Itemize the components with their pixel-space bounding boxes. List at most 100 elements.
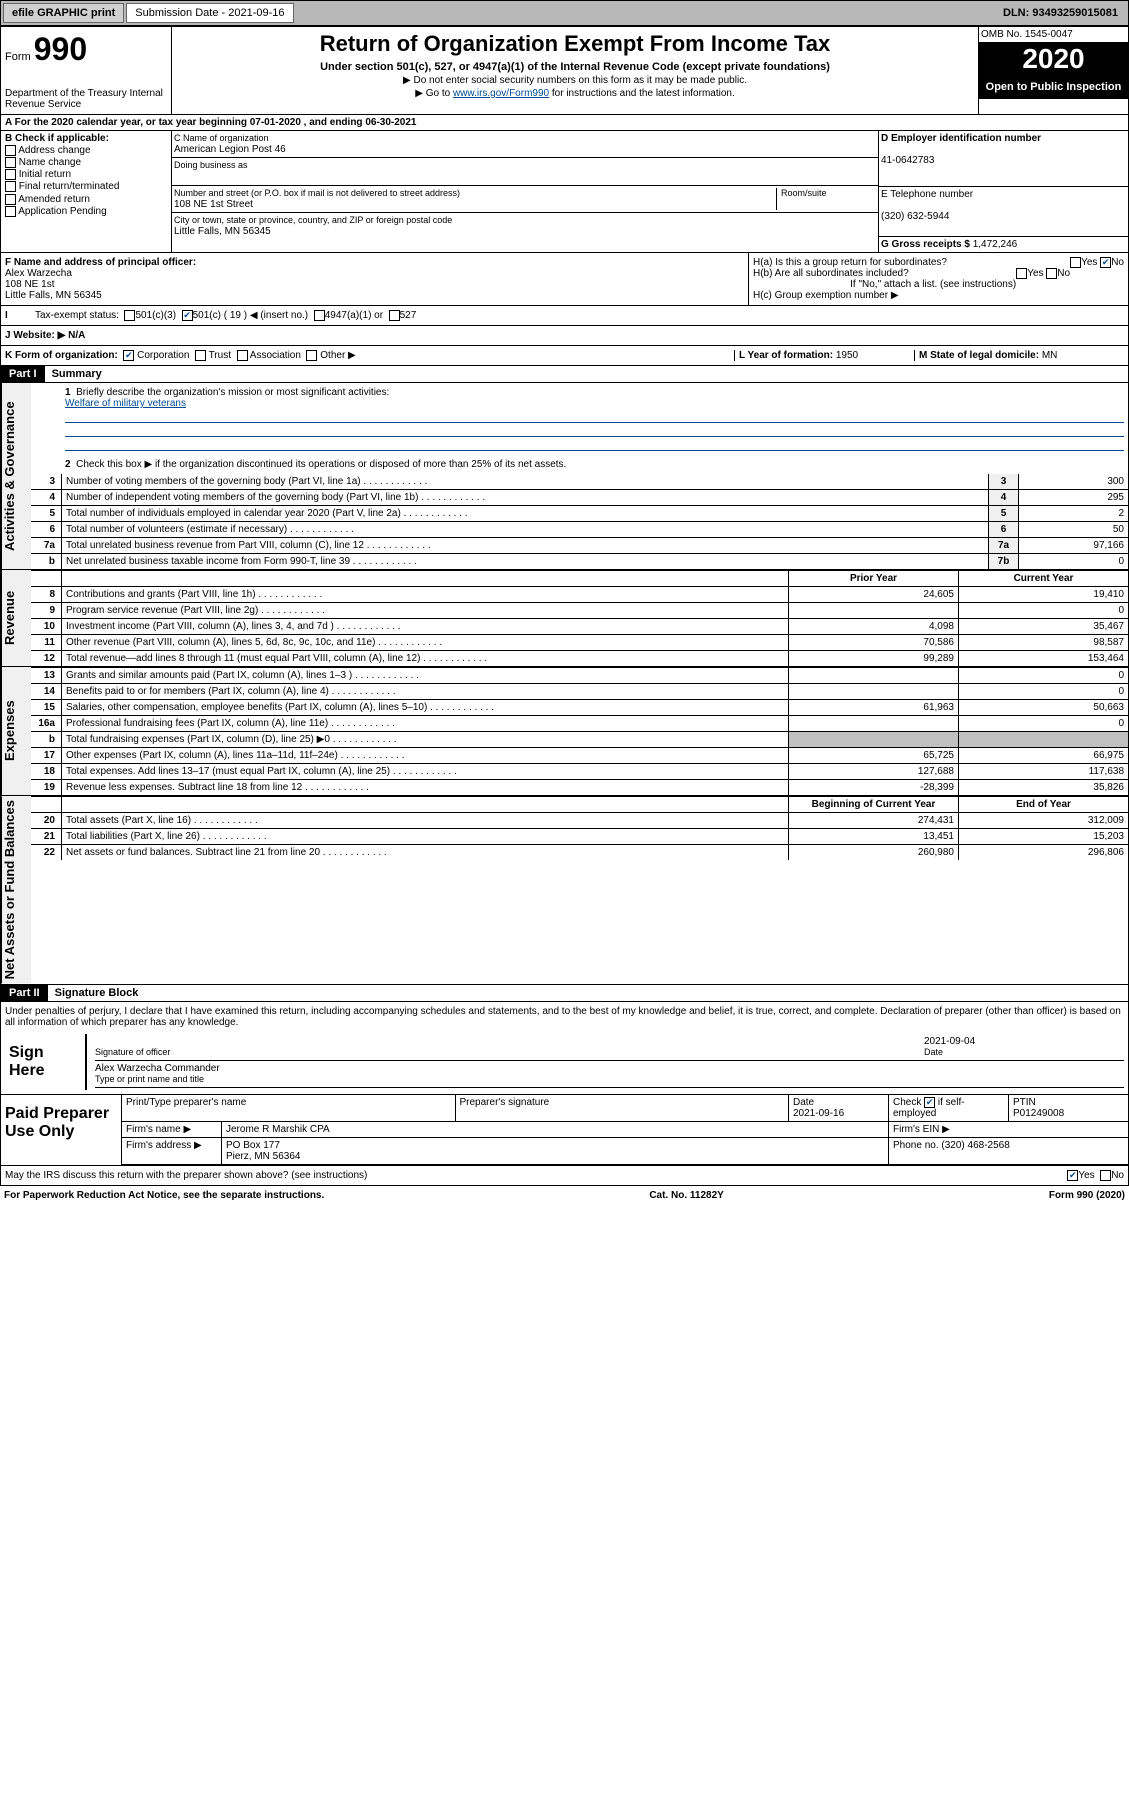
cb-501c3[interactable] [124, 310, 135, 321]
activities-governance: Activities & Governance 1 Briefly descri… [0, 383, 1129, 570]
ein-label: D Employer identification number [881, 133, 1041, 144]
ha-no[interactable] [1100, 257, 1111, 268]
footer-left: For Paperwork Reduction Act Notice, see … [4, 1190, 324, 1201]
sig-name: Alex Warzecha Commander [95, 1063, 220, 1074]
form-header: Form 990 Department of the Treasury Inte… [0, 26, 1129, 115]
opt-corp: Corporation [137, 350, 189, 361]
section-bcde: B Check if applicable: Address change Na… [0, 131, 1129, 253]
phone: (320) 632-5944 [881, 211, 949, 222]
checkbox-address-change[interactable] [5, 145, 16, 156]
opt-501c3: 501(c)(3) [135, 310, 176, 321]
city: Little Falls, MN 56345 [174, 226, 271, 237]
prep-sig-label: Preparer's signature [455, 1095, 789, 1121]
cb-501c[interactable] [182, 310, 193, 321]
row-i: I Tax-exempt status: 501(c)(3) 501(c) ( … [0, 306, 1129, 326]
line-6: 6Total number of volunteers (estimate if… [31, 521, 1128, 537]
ssn-warning: ▶ Do not enter social security numbers o… [176, 75, 974, 86]
hb-note: If "No," attach a list. (see instruction… [753, 279, 1124, 290]
line-9: 9Program service revenue (Part VIII, lin… [31, 602, 1128, 618]
cb-corp[interactable] [123, 350, 134, 361]
sig-name-label: Type or print name and title [95, 1074, 204, 1084]
box-c: C Name of organizationAmerican Legion Po… [171, 131, 878, 252]
line-4: 4Number of independent voting members of… [31, 489, 1128, 505]
part-ii-header: Part II Signature Block [0, 985, 1129, 1002]
revenue-section: Revenue Prior YearCurrent Year 8Contribu… [0, 570, 1129, 667]
line-14: 14Benefits paid to or for members (Part … [31, 683, 1128, 699]
ha-label: H(a) Is this a group return for subordin… [753, 257, 947, 268]
expenses-section: Expenses 13Grants and similar amounts pa… [0, 667, 1129, 796]
discuss-no[interactable] [1100, 1170, 1111, 1181]
line-11: 11Other revenue (Part VIII, column (A), … [31, 634, 1128, 650]
instructions-link-line: ▶ Go to www.irs.gov/Form990 for instruct… [176, 88, 974, 99]
cb-4947[interactable] [314, 310, 325, 321]
cb-other[interactable] [306, 350, 317, 361]
line-b: bNet unrelated business taxable income f… [31, 553, 1128, 569]
line-20: 20Total assets (Part X, line 16)274,4313… [31, 812, 1128, 828]
perjury-statement: Under penalties of perjury, I declare th… [5, 1006, 1121, 1028]
checkbox-app-pending[interactable] [5, 206, 16, 217]
tax-status-label: Tax-exempt status: [35, 310, 119, 321]
ha-yes[interactable] [1070, 257, 1081, 268]
line-b: bTotal fundraising expenses (Part IX, co… [31, 731, 1128, 747]
sign-here-label: Sign Here [5, 1034, 85, 1090]
sidelabel-activities: Activities & Governance [1, 383, 31, 569]
state-domicile: MN [1042, 350, 1058, 361]
footer: For Paperwork Reduction Act Notice, see … [0, 1186, 1129, 1205]
firm-city: Pierz, MN 56364 [226, 1151, 300, 1162]
topbar: efile GRAPHIC print Submission Date - 20… [0, 0, 1129, 26]
q1-label: Briefly describe the organization's miss… [76, 387, 389, 398]
hb-no[interactable] [1046, 268, 1057, 279]
street-label: Number and street (or P.O. box if mail i… [174, 188, 460, 198]
row-a-tax-year: A For the 2020 calendar year, or tax yea… [0, 115, 1129, 131]
firm-ein-label: Firm's EIN ▶ [888, 1122, 1128, 1137]
line-15: 15Salaries, other compensation, employee… [31, 699, 1128, 715]
room-label: Room/suite [781, 188, 827, 198]
officer-name: Alex Warzecha [5, 268, 72, 279]
hb-yes[interactable] [1016, 268, 1027, 279]
sig-date-label: Date [924, 1047, 943, 1057]
submission-date: Submission Date - 2021-09-16 [126, 3, 293, 23]
prep-date: 2021-09-16 [793, 1108, 844, 1119]
note-pre: ▶ Go to [415, 88, 453, 99]
box-h: H(a) Is this a group return for subordin… [748, 253, 1128, 305]
final-return-label: Final return/terminated [19, 182, 120, 193]
gross-receipts-label: G Gross receipts $ [881, 239, 970, 250]
hc-label: H(c) Group exemption number ▶ [753, 290, 1124, 301]
row-j: J Website: ▶ N/A [0, 326, 1129, 346]
street: 108 NE 1st Street [174, 199, 253, 210]
year-formation: 1950 [836, 350, 858, 361]
officer-addr1: 108 NE 1st [5, 279, 54, 290]
line-18: 18Total expenses. Add lines 13–17 (must … [31, 763, 1128, 779]
checkbox-name-change[interactable] [5, 157, 16, 168]
line-10: 10Investment income (Part VIII, column (… [31, 618, 1128, 634]
opt-4947: 4947(a)(1) or [325, 310, 383, 321]
discuss-yes[interactable] [1067, 1170, 1078, 1181]
dba-label: Doing business as [174, 160, 248, 170]
org-name: American Legion Post 46 [174, 144, 286, 155]
website-label: J Website: ▶ [5, 330, 65, 341]
sidelabel-net: Net Assets or Fund Balances [1, 796, 31, 983]
cb-self-employed[interactable] [924, 1097, 935, 1108]
form-title: Return of Organization Exempt From Incom… [176, 31, 974, 57]
cb-assoc[interactable] [237, 350, 248, 361]
cb-527[interactable] [389, 310, 400, 321]
firm-name-label: Firm's name ▶ [121, 1122, 221, 1137]
firm-addr: PO Box 177 [226, 1140, 280, 1151]
box-b-label: B Check if applicable: [5, 133, 109, 144]
website-value: N/A [68, 330, 85, 341]
cb-trust[interactable] [195, 350, 206, 361]
form-subtitle: Under section 501(c), 527, or 4947(a)(1)… [176, 61, 974, 73]
line-16a: 16aProfessional fundraising fees (Part I… [31, 715, 1128, 731]
line-21: 21Total liabilities (Part X, line 26)13,… [31, 828, 1128, 844]
instructions-link[interactable]: www.irs.gov/Form990 [453, 88, 549, 99]
q1-answer[interactable]: Welfare of military veterans [65, 398, 186, 409]
checkbox-initial-return[interactable] [5, 169, 16, 180]
sidelabel-revenue: Revenue [1, 570, 31, 666]
current-year-hdr: Current Year [958, 571, 1128, 586]
part-i-header: Part I Summary [0, 366, 1129, 383]
checkbox-amended-return[interactable] [5, 194, 16, 205]
dln: DLN: 93493259015081 [995, 4, 1126, 22]
opt-501c: 501(c) ( 19 ) ◀ (insert no.) [193, 310, 309, 321]
checkbox-final-return[interactable] [5, 181, 16, 192]
q2-label: Check this box ▶ if the organization dis… [76, 459, 566, 470]
